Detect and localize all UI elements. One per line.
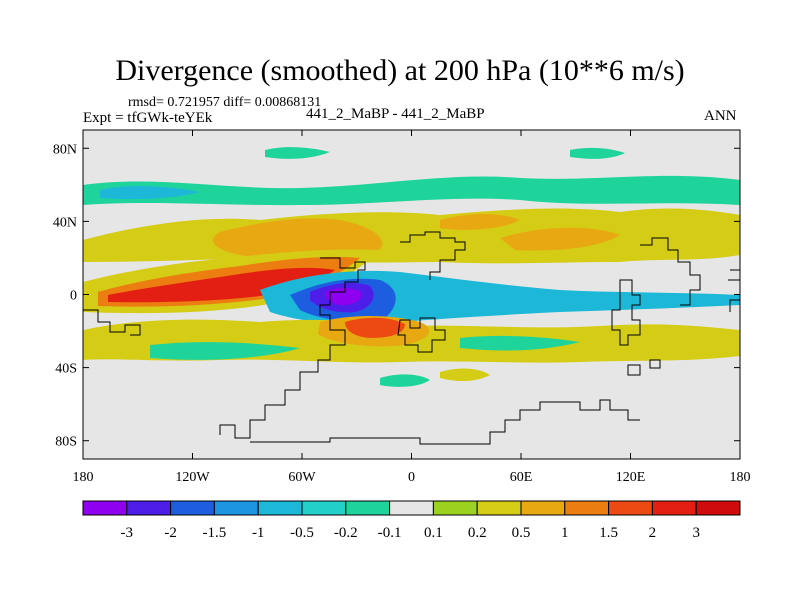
contour-south-teal-b (460, 335, 580, 351)
x-tick-label: 0 (408, 470, 415, 485)
contour-patch-b (265, 147, 330, 159)
colorbar-label: -0.1 (378, 525, 402, 541)
coastline-americas (219, 257, 366, 439)
colorbar-segment (82, 500, 128, 516)
colorbar-segment (257, 500, 303, 516)
colorbar-labels: -3 -2 -1.5 -1 -0.5 -0.2 -0.1 0.1 0.2 0.5 1 1.5 2 3 (121, 525, 700, 541)
stats-line: rmsd= 0.721957 diff= 0.00868131 (128, 95, 322, 110)
colorbar-segment (608, 500, 653, 516)
x-tick-label: 60E (510, 470, 533, 485)
coastline-south-islands (627, 359, 661, 376)
contour-patch-c (570, 147, 625, 159)
colorbar-label: 3 (692, 525, 700, 541)
coastline-africa (397, 317, 446, 353)
colorbar-segment (345, 500, 391, 516)
y-tick-label: 40S (55, 362, 77, 377)
colorbar-label: -2 (164, 525, 177, 541)
contour-high-lat-north (83, 175, 740, 206)
coastline-pacific (728, 269, 740, 312)
colorbar-label: 2 (649, 525, 657, 541)
contour-south-red (345, 317, 405, 338)
colorbar-segment (301, 500, 347, 516)
contour-southern-patch-b (440, 368, 490, 382)
season-label: ANN (704, 108, 737, 124)
coastline-antarctica (250, 399, 640, 445)
contour-fill (83, 147, 740, 387)
contour-patch-a (100, 185, 200, 200)
expt-label: Expt = tfGWk-teYEk (83, 110, 213, 126)
colorbar-label: -1.5 (203, 525, 227, 541)
y-tick-label: 80S (55, 435, 77, 450)
contour-orange-c (440, 214, 520, 230)
contour-southern-patch (380, 374, 430, 387)
case-label: 441_2_MaBP - 441_2_MaBP (306, 106, 485, 122)
coastline-asia (611, 279, 641, 346)
x-tick-label: 180 (730, 470, 751, 485)
colorbar-label: 0.2 (468, 525, 487, 541)
y-tick-label: 80N (53, 142, 77, 157)
contour-tropical-red (108, 267, 335, 303)
x-tick-label: 120E (616, 470, 646, 485)
chart-title: Divergence (smoothed) at 200 hPa (10**6 … (115, 54, 685, 87)
coastline-north-atlantic (400, 231, 466, 280)
colorbar-label: -3 (121, 525, 134, 541)
colorbar-label: -1 (252, 525, 265, 541)
x-tick-label: 180 (73, 470, 94, 485)
colorbar-segment (520, 500, 566, 516)
colorbar-segment (476, 500, 522, 516)
colorbar-segment (695, 500, 741, 516)
colorbar (82, 500, 741, 516)
coastline-east (640, 237, 701, 306)
colorbar-label: -0.2 (334, 525, 358, 541)
colorbar-segment (170, 500, 215, 516)
coastlines (83, 231, 740, 445)
colorbar-segment (213, 500, 259, 516)
contour-orange-b (500, 227, 620, 251)
y-tick-label: 40N (53, 215, 77, 230)
x-tick-label: 60W (288, 470, 316, 485)
axis-ticks (82, 130, 741, 459)
colorbar-segment (651, 500, 697, 516)
colorbar-segment (126, 500, 172, 516)
x-tick-label: 120W (175, 470, 210, 485)
contour-south-teal (150, 342, 300, 360)
colorbar-segment (432, 500, 478, 516)
colorbar-label: 0.5 (512, 525, 531, 541)
axis-tick-labels: 180 120W 60W 0 60E 120E 180 80N 40N 0 40S 80S (53, 142, 751, 485)
y-tick-label: 0 (70, 289, 77, 304)
colorbar-segment (389, 500, 434, 516)
colorbar-label: 1.5 (599, 525, 618, 541)
colorbar-label: -0.5 (290, 525, 314, 541)
colorbar-segment (564, 500, 610, 516)
coastline-west (83, 309, 141, 336)
colorbar-label: 1 (561, 525, 569, 541)
colorbar-label: 0.1 (424, 525, 443, 541)
